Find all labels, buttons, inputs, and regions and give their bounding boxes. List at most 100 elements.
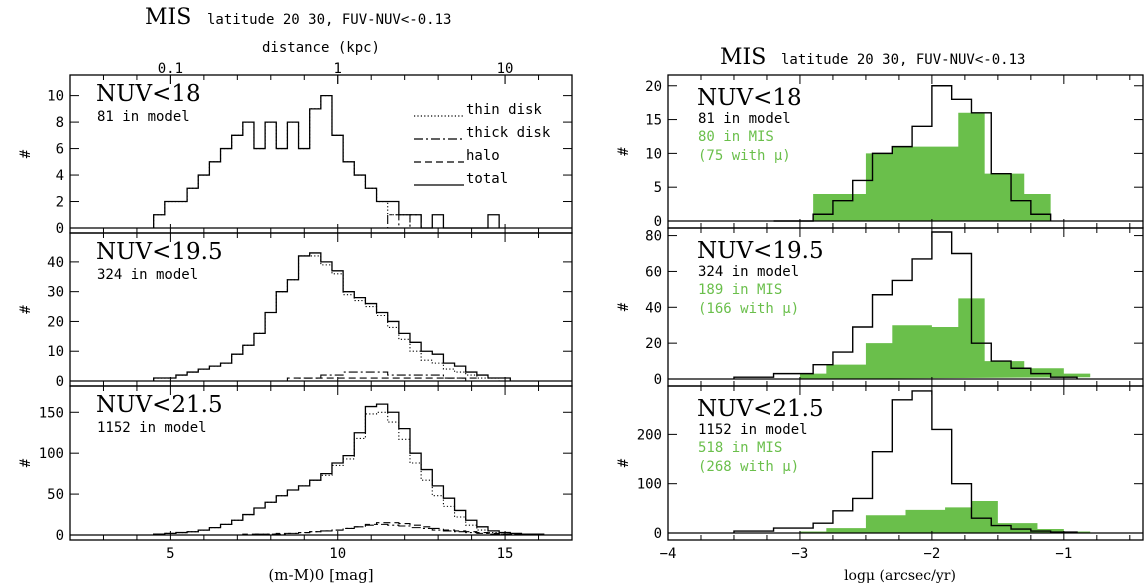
x-tick-label: −1 <box>1055 546 1072 562</box>
panel-mis-label: 189 in MIS <box>698 282 782 298</box>
y-axis-label: # <box>616 458 632 467</box>
y-tick-label: 0 <box>56 374 64 390</box>
top-axis-tick-label: 1 <box>334 61 342 77</box>
panel-mu-label: (268 with μ) <box>698 459 799 475</box>
y-tick-label: 0 <box>654 214 662 230</box>
series-thick-disk <box>153 214 500 229</box>
y-axis-label: # <box>18 458 34 467</box>
panel-count-label: 1152 in model <box>698 422 808 438</box>
panel-count-label: 324 in model <box>698 264 799 280</box>
left-histogram-panels: 0 2 4 6 8 10 # NUV<18 81 in model 0 10 20 30 40 # NUV<1… <box>18 74 573 562</box>
legend-label-thin-disk: thin disk <box>466 102 542 118</box>
left-panel-1: 0 2 4 6 8 10 # NUV<18 81 in model <box>18 74 573 237</box>
y-tick-label: 10 <box>47 344 64 360</box>
y-axis-label: # <box>616 302 632 311</box>
panel-cut-label: NUV<19.5 <box>697 238 824 264</box>
panel-mis-label: 80 in MIS <box>698 129 774 145</box>
y-tick-label: 8 <box>56 115 64 131</box>
y-tick-label: 100 <box>39 446 64 462</box>
mis-histogram <box>799 298 1091 379</box>
left-panel-2: 0 10 20 30 40 # NUV<19.5 324 in model <box>18 232 573 390</box>
panel-mu-label: (75 with μ) <box>698 148 791 164</box>
panel-mu-label: (166 with μ) <box>698 301 799 317</box>
y-tick-label: 0 <box>56 528 64 544</box>
y-tick-label: 60 <box>645 264 662 280</box>
panel-mis-label: 518 in MIS <box>698 440 782 456</box>
mis-histogram <box>799 500 1091 533</box>
y-tick-label: 10 <box>47 89 64 105</box>
y-tick-label: 15 <box>645 113 662 129</box>
x-tick-label: 15 <box>497 546 514 562</box>
model-histogram <box>733 231 1078 379</box>
mis-histogram <box>813 112 1051 221</box>
legend-label-thick-disk: thick disk <box>466 125 551 141</box>
panel-cut-label: NUV<21.5 <box>96 392 223 418</box>
left-title-main: MIS <box>145 5 191 30</box>
legend-label-halo: halo <box>466 148 500 164</box>
top-axis-tick-label: 10 <box>497 61 514 77</box>
y-tick-label: 0 <box>654 372 662 388</box>
y-tick-label: 20 <box>645 79 662 95</box>
series-thin-disk <box>153 95 500 229</box>
y-tick-label: 0 <box>654 526 662 542</box>
y-tick-label: 200 <box>637 427 662 443</box>
legend-label-total: total <box>466 171 508 187</box>
y-tick-label: 5 <box>654 180 662 196</box>
y-tick-label: 100 <box>637 477 662 493</box>
right-title-main: MIS <box>720 45 766 70</box>
x-tick-label: 10 <box>329 546 346 562</box>
panel-count-label: 1152 in model <box>97 420 207 436</box>
panel-cut-label: NUV<18 <box>697 85 802 111</box>
model-histogram <box>773 85 1052 222</box>
y-tick-label: 30 <box>47 285 64 301</box>
y-tick-label: 6 <box>56 142 64 158</box>
left-x-axis-label: (m-M)0 [mag] <box>268 566 373 584</box>
y-tick-label: 20 <box>47 314 64 330</box>
panel-frame <box>69 385 573 541</box>
legend: thin disk thick disk halo total <box>414 102 551 187</box>
series-total <box>153 403 545 535</box>
series-thin-disk <box>153 411 544 536</box>
y-tick-label: 80 <box>645 229 662 245</box>
left-top-axis-label: distance (kpc) <box>262 40 380 56</box>
left-title-sub: latitude 20 30, FUV-NUV<-0.13 <box>207 12 451 28</box>
y-tick-label: 40 <box>47 255 64 271</box>
left-top-axis-ticks: 0.1 1 10 <box>158 61 514 84</box>
panel-count-label: 324 in model <box>97 267 198 283</box>
right-title-sub: latitude 20 30, FUV-NUV<-0.13 <box>781 52 1025 68</box>
x-tick-label: 5 <box>166 546 174 562</box>
panel-cut-label: NUV<21.5 <box>697 396 824 422</box>
y-tick-label: 40 <box>645 300 662 316</box>
y-axis-label: # <box>616 147 632 156</box>
y-tick-label: 2 <box>56 195 64 211</box>
left-panel-3: 0 50 100 150 # NUV<21.5 1152 in model <box>18 385 573 544</box>
series-halo <box>153 522 544 536</box>
y-tick-label: 150 <box>39 405 64 421</box>
panel-count-label: 81 in model <box>698 111 791 127</box>
x-tick-label: −2 <box>923 546 940 562</box>
y-axis-label: # <box>18 305 34 314</box>
y-tick-label: 50 <box>47 487 64 503</box>
x-tick-label: −3 <box>792 546 809 562</box>
series-thick-disk <box>153 371 511 382</box>
y-tick-label: 0 <box>56 221 64 237</box>
y-tick-label: 4 <box>56 168 64 184</box>
model-histogram <box>733 390 1078 533</box>
series-halo <box>153 377 511 382</box>
panel-cut-label: NUV<19.5 <box>96 239 223 265</box>
series-thin-disk <box>153 255 511 382</box>
y-tick-label: 10 <box>645 146 662 162</box>
y-tick-label: 20 <box>645 336 662 352</box>
top-axis-tick-label: 0.1 <box>158 61 183 77</box>
x-tick-label: −4 <box>660 546 677 562</box>
right-x-axis-label: logμ (arcsec/yr) <box>844 568 956 584</box>
panel-cut-label: NUV<18 <box>96 81 201 107</box>
panel-frame <box>667 385 1144 541</box>
panel-count-label: 81 in model <box>97 109 190 125</box>
y-axis-label: # <box>18 149 34 158</box>
